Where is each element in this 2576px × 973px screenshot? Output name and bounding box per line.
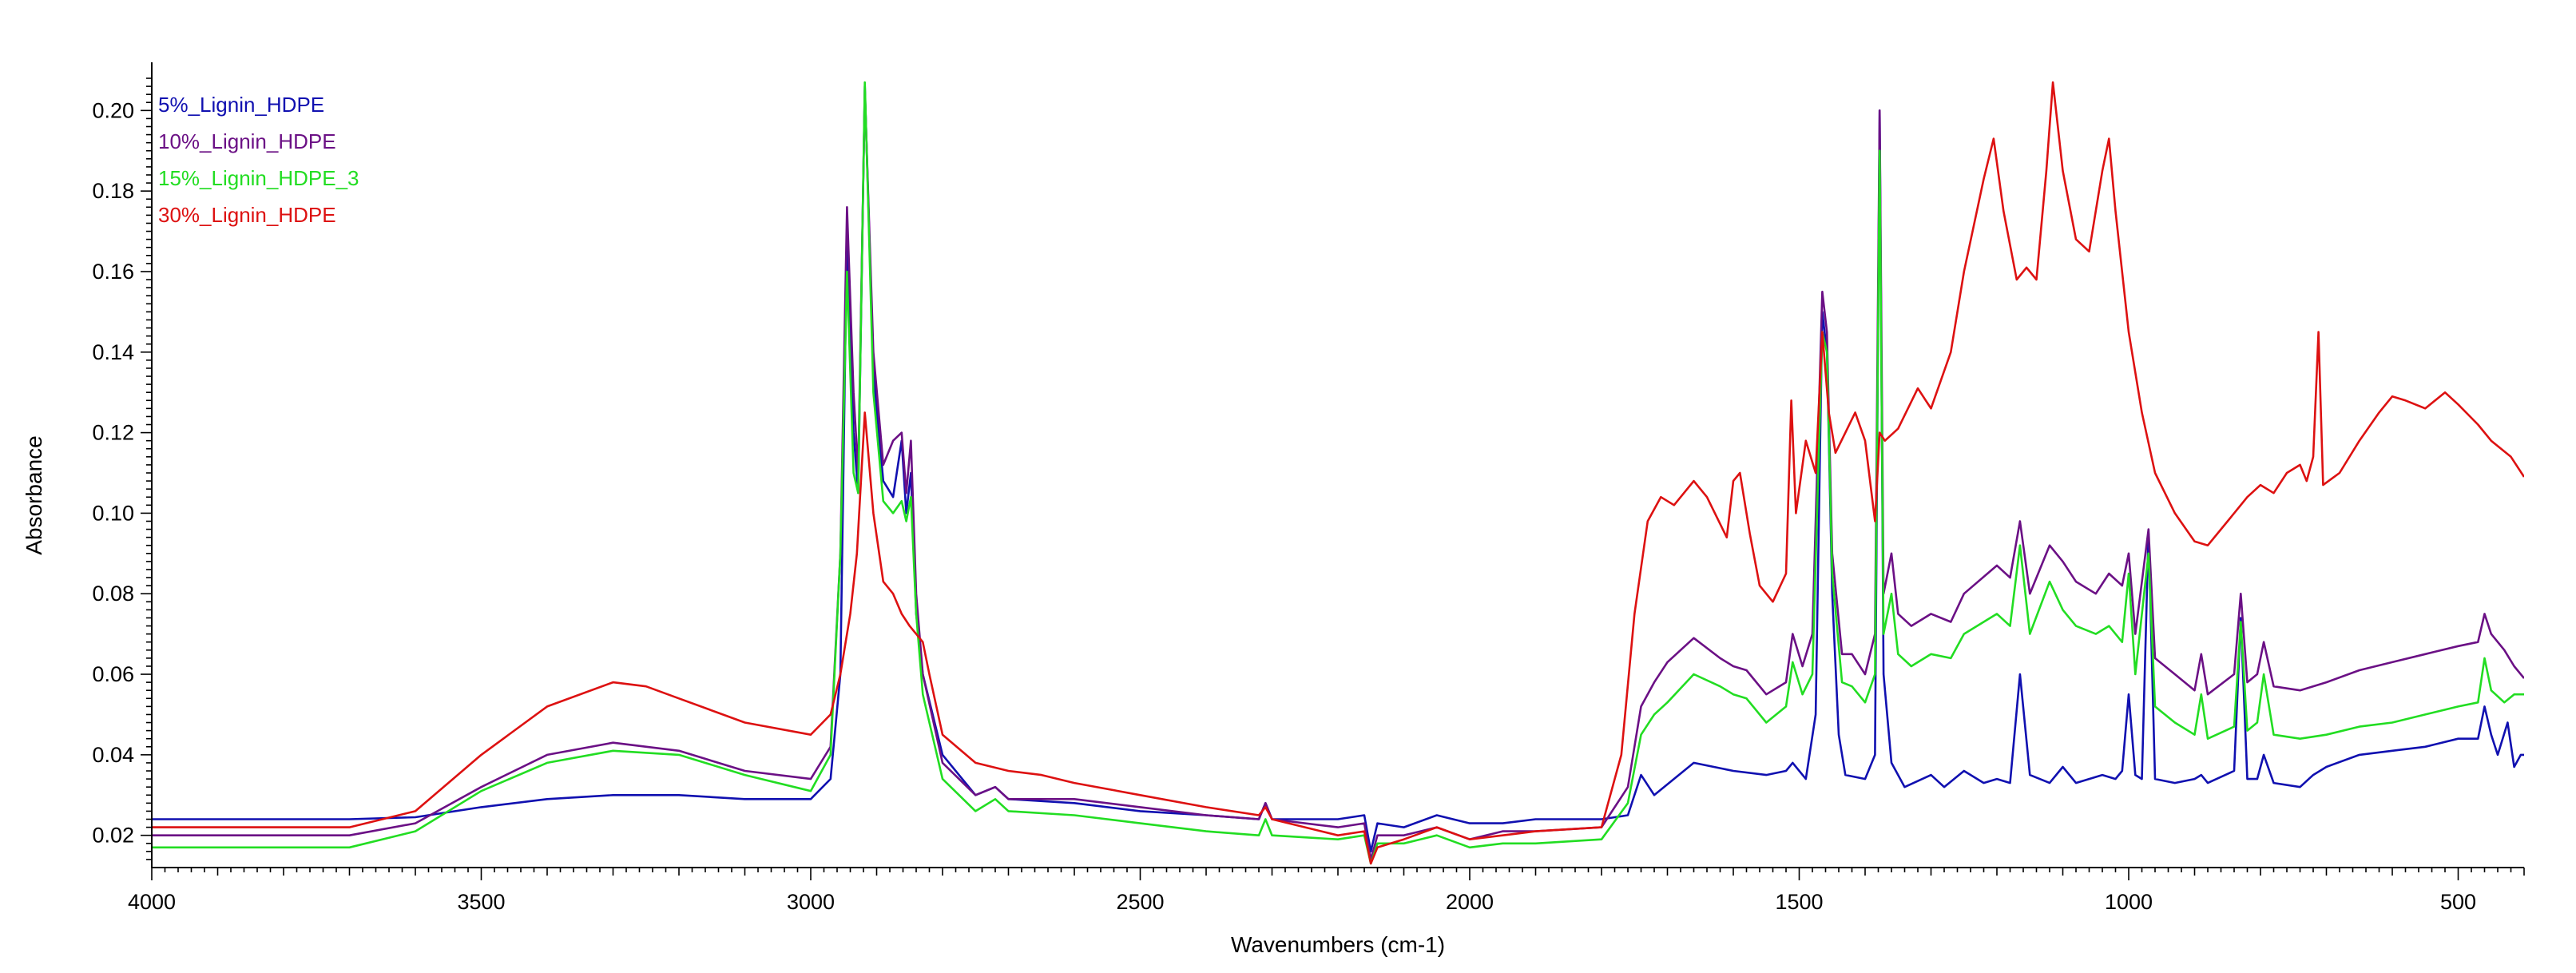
x-tick-label: 1500 [1775,890,1823,914]
legend: 5%_Lignin_HDPE 10%_Lignin_HDPE 15%_Lignin_… [158,93,359,227]
y-tick-label: 0.08 [92,582,134,606]
y-tick-label: 0.18 [92,179,134,203]
legend-entry-1: 5%_Lignin_HDPE [158,93,324,117]
axes-layer: 0.02 0.04 0.06 0.08 0.10 0.12 0.14 0.16 0.18 0.20… [92,62,2525,914]
y-tick-label: 0.12 [92,421,134,445]
y-axis-title: Absorbance [22,435,46,554]
legend-entry-4: 30%_Lignin_HDPE [158,203,336,227]
x-tick-label: 4000 [128,890,176,914]
legend-entry-2: 10%_Lignin_HDPE [158,129,336,153]
y-tick-label: 0.02 [92,824,134,848]
y-tick-label: 0.16 [92,260,134,284]
series-line-2 [152,89,2524,861]
y-tick-label: 0.10 [92,501,134,525]
x-tick-label: 2500 [1116,890,1164,914]
series-line-4 [152,81,2524,865]
x-axis-title: Wavenumbers (cm-1) [1231,932,1445,957]
legend-entry-3: 15%_Lignin_HDPE_3 [158,166,359,190]
y-tick-label: 0.04 [92,743,134,767]
x-tick-label: 2000 [1446,890,1494,914]
x-tick-label: 1000 [2105,890,2153,914]
y-tick-label: 0.06 [92,662,134,686]
x-tick-label: 500 [2440,890,2476,914]
x-tick-label: 3000 [787,890,835,914]
x-tick-label: 3500 [457,890,505,914]
series-line-1 [152,85,2524,853]
y-tick-label: 0.14 [92,340,134,364]
series-layer [152,81,2524,865]
series-line-3 [152,81,2524,865]
y-tick-label: 0.20 [92,98,134,122]
